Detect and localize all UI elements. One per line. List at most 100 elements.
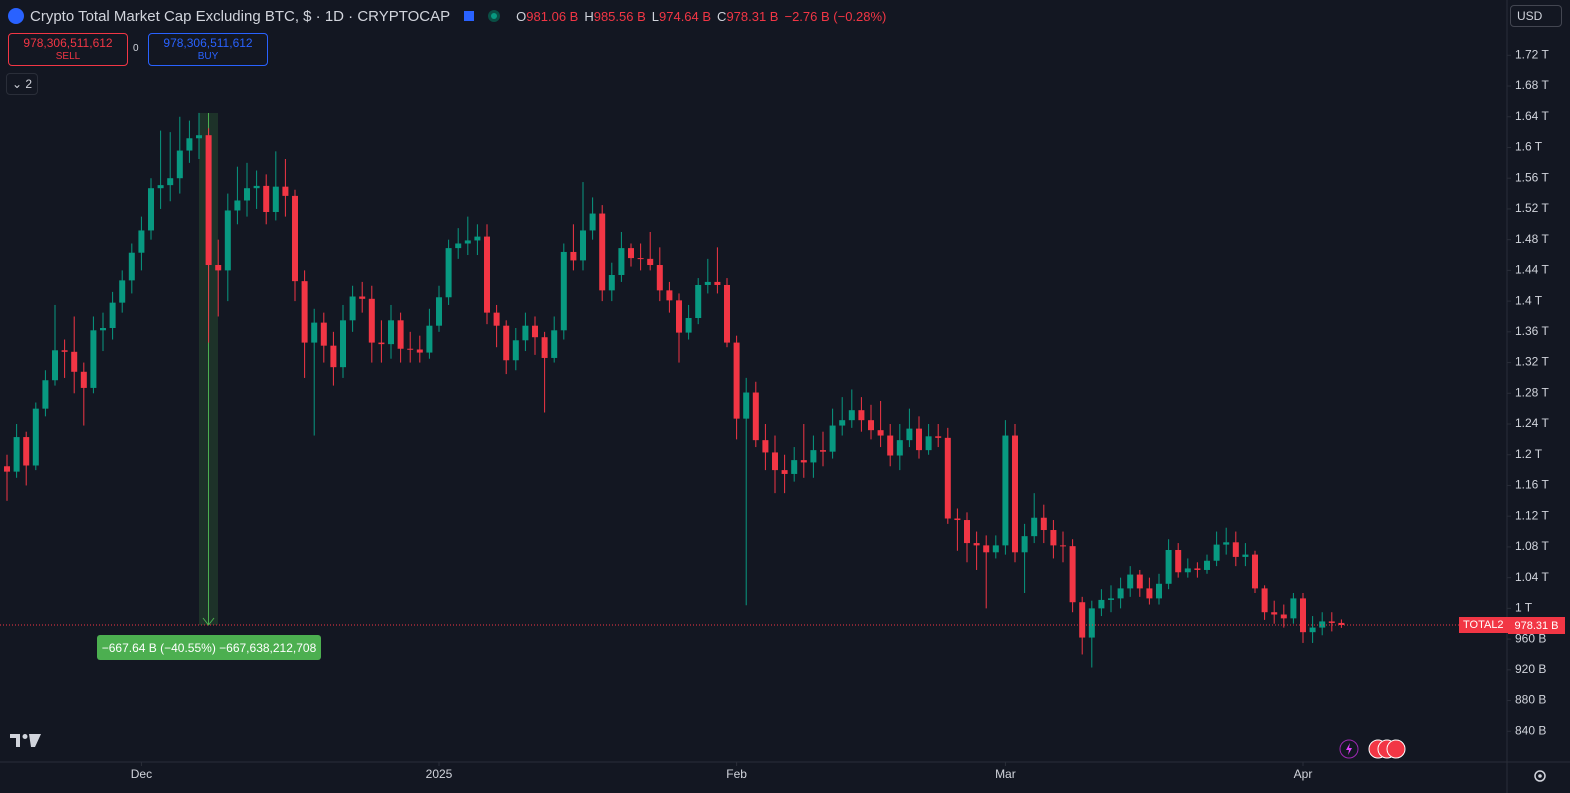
- candle-body: [484, 236, 491, 313]
- candle-body: [743, 392, 750, 419]
- candle-body: [714, 281, 721, 285]
- candle-body: [1136, 574, 1143, 589]
- event-icons[interactable]: [1339, 739, 1406, 759]
- last-price-label: 978.31 B: [1508, 617, 1565, 635]
- candle-body: [916, 428, 923, 451]
- candle-body: [80, 371, 87, 388]
- candle-body: [1338, 622, 1345, 626]
- ohlc-key: H: [584, 8, 594, 24]
- candle-body: [512, 340, 519, 361]
- candle-body: [829, 425, 836, 452]
- candle-body: [906, 428, 913, 441]
- candle-body: [752, 392, 759, 441]
- candle-body: [1146, 588, 1153, 599]
- symbol-title[interactable]: Crypto Total Market Cap Excluding BTC, $…: [30, 7, 451, 25]
- candle-body: [205, 135, 212, 266]
- ohlc-value: 981.06 B: [526, 8, 579, 24]
- candle-body: [272, 186, 279, 213]
- y-tick-label: 1.56 T: [1515, 170, 1549, 184]
- market-status[interactable]: [488, 10, 501, 22]
- x-tick-label: Dec: [131, 767, 152, 781]
- x-tick-label: Feb: [726, 767, 747, 781]
- candle-body: [1108, 598, 1115, 600]
- candle-body: [695, 284, 702, 319]
- sell-button[interactable]: 978,306,511,612 SELL: [8, 33, 128, 66]
- sell-label: SELL: [55, 50, 81, 62]
- ohlc-low: L974.64 B: [652, 9, 711, 24]
- candle-body: [138, 230, 145, 253]
- flag[interactable]: [464, 11, 475, 21]
- candle-body: [637, 258, 644, 260]
- candle-body: [666, 290, 673, 301]
- y-tick-label: 1.6 T: [1515, 140, 1543, 154]
- candle-body: [1050, 530, 1057, 546]
- symbol-logo: [8, 8, 24, 24]
- candle-body: [704, 281, 711, 285]
- candle-body: [1280, 614, 1287, 619]
- currency-select[interactable]: USD: [1510, 5, 1562, 27]
- header: Crypto Total Market Cap Excluding BTC, $…: [8, 6, 886, 26]
- candle-body: [868, 420, 875, 431]
- candle-body: [42, 380, 49, 409]
- candle-body: [944, 437, 951, 519]
- buy-button[interactable]: 978,306,511,612 BUY: [148, 33, 268, 66]
- candle-body: [896, 440, 903, 456]
- candle-body: [4, 466, 11, 472]
- candle-body: [1021, 536, 1028, 553]
- candle-body: [176, 150, 183, 179]
- candle-body: [522, 325, 529, 341]
- candle-body: [1069, 546, 1076, 603]
- candle-body: [503, 325, 510, 361]
- candle-body: [820, 450, 827, 452]
- candle-body: [109, 302, 116, 328]
- ohlc-value: 978.31 B: [726, 8, 779, 24]
- candle-body: [253, 185, 260, 189]
- measure-label: −667.64 B (−40.55%) −667,638,212,708: [97, 635, 321, 660]
- candle-body: [71, 351, 78, 372]
- candle-body: [628, 248, 635, 259]
- candle-body: [119, 280, 126, 303]
- candle-body: [445, 248, 452, 298]
- candle-body: [800, 460, 807, 463]
- candle-body: [1175, 549, 1182, 573]
- candle-body: [1127, 574, 1134, 589]
- y-tick-label: 1 T: [1515, 601, 1533, 615]
- candle-body: [320, 322, 327, 346]
- candle-body: [263, 185, 270, 213]
- y-tick-label: 1.12 T: [1515, 508, 1549, 522]
- candle-body: [935, 436, 942, 438]
- y-tick-label: 1.32 T: [1515, 355, 1549, 369]
- candle-body: [1060, 545, 1067, 547]
- ohlc-value: 985.56 B: [593, 8, 646, 24]
- candle-body: [196, 135, 203, 139]
- candle-body: [100, 327, 107, 331]
- candle-body: [1213, 544, 1220, 561]
- y-tick-label: 960 B: [1515, 631, 1546, 645]
- candle-body: [791, 460, 798, 474]
- candle-body: [1012, 435, 1019, 553]
- candle-body: [858, 410, 865, 421]
- candle-body: [589, 213, 596, 231]
- ohlc-value: 974.64 B: [659, 8, 712, 24]
- candle-body: [560, 251, 567, 331]
- candle-body: [877, 430, 884, 436]
- candle-body: [436, 297, 443, 326]
- y-tick-label: 1.68 T: [1515, 78, 1549, 92]
- settings-icon[interactable]: [1534, 770, 1546, 782]
- candle-body: [128, 252, 135, 281]
- candle-body: [301, 281, 308, 343]
- candle-body: [1184, 568, 1191, 573]
- buy-label: BUY: [197, 50, 219, 62]
- x-tick-label: Apr: [1294, 767, 1313, 781]
- candle-body: [23, 437, 30, 466]
- candle-body: [925, 436, 932, 451]
- candle-body: [282, 186, 289, 196]
- y-tick-label: 1.16 T: [1515, 478, 1549, 492]
- candle-body: [1156, 583, 1163, 599]
- candle-body: [1319, 621, 1326, 628]
- indicators-toggle[interactable]: ⌄ 2: [6, 73, 38, 95]
- candle-body: [1271, 612, 1278, 615]
- candle-body: [887, 435, 894, 456]
